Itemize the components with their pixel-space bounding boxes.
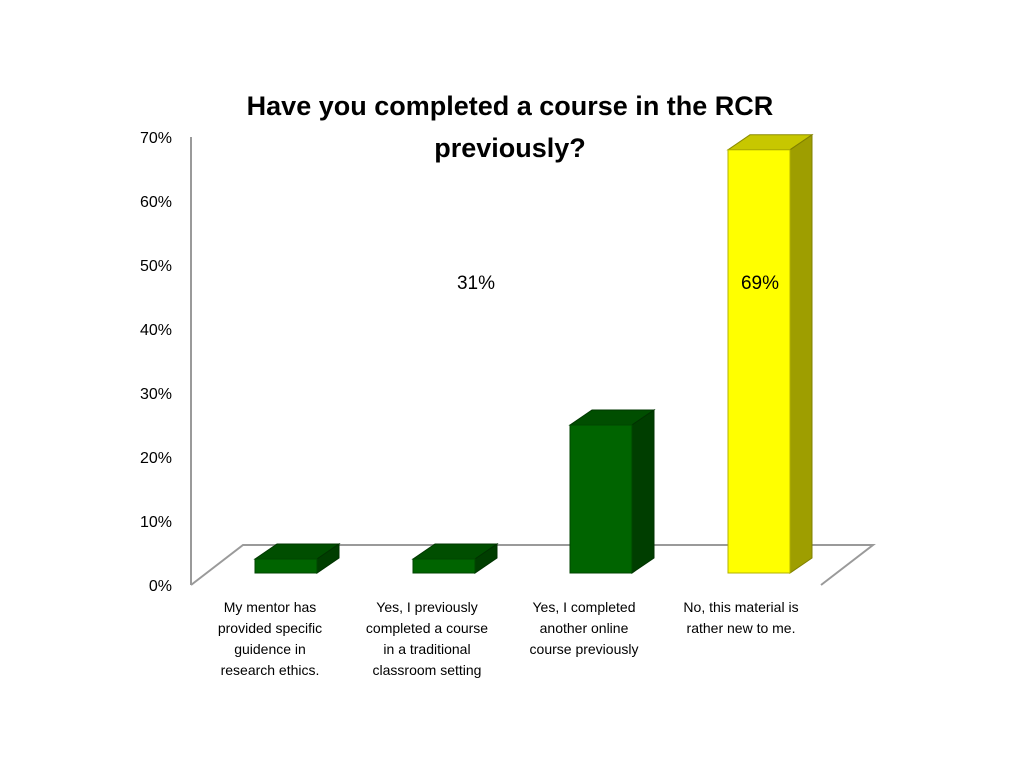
- y-axis: 0% 10% 20% 30% 40% 50% 60% 70%: [140, 130, 192, 595]
- x-tick-label: Yes, I previously completed a course in a …: [366, 599, 488, 678]
- x-axis-labels: My mentor has provided specific guidence i…: [218, 599, 799, 678]
- y-tick-label: 40%: [140, 322, 172, 339]
- bar: [726, 133, 814, 574]
- y-tick-label: 30%: [140, 386, 172, 403]
- bars: [253, 133, 814, 574]
- bar-front-face: [412, 558, 476, 574]
- bar-side-face: [789, 133, 813, 574]
- y-tick-label: 20%: [140, 450, 172, 467]
- y-tick-label: 60%: [140, 194, 172, 211]
- y-tick-label: 50%: [140, 258, 172, 275]
- x-tick-label: My mentor has provided specific guidence i…: [218, 599, 322, 678]
- bar-front-face: [569, 424, 633, 574]
- x-tick-label: Yes, I completed another online course pre…: [530, 599, 639, 657]
- bar: [568, 409, 656, 574]
- bar: [411, 543, 499, 574]
- floor-plane: [190, 544, 876, 586]
- y-tick-label: 70%: [140, 130, 172, 147]
- chart-floor: [190, 544, 876, 586]
- chart-title-line-2: previously?: [434, 133, 586, 163]
- y-tick-label: 10%: [140, 514, 172, 531]
- data-annotation: 31%: [457, 273, 495, 294]
- bar: [253, 543, 341, 574]
- bar-side-face: [631, 409, 655, 574]
- chart-title: Have you completed a course in the RCR p…: [247, 91, 774, 163]
- y-tick-label: 0%: [149, 578, 172, 595]
- data-annotation: 69%: [741, 273, 779, 294]
- chart-title-line-1: Have you completed a course in the RCR: [247, 91, 774, 121]
- bar-front-face: [727, 149, 791, 574]
- annotations: 31% 69%: [457, 273, 779, 294]
- bar-front-face: [254, 558, 318, 574]
- x-tick-label: No, this material is rather new to me.: [683, 599, 798, 636]
